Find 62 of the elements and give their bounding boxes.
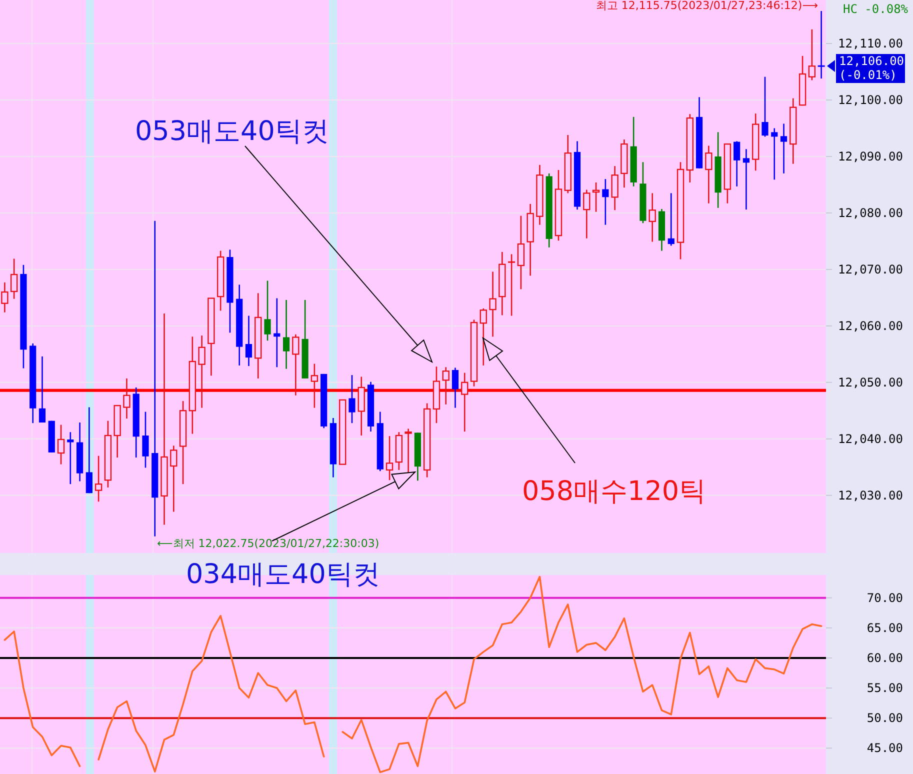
y-tick-label: 12,080.00 xyxy=(838,206,903,220)
candlestick xyxy=(602,178,609,226)
candlestick xyxy=(771,128,778,180)
y-tick-label: 12,070.00 xyxy=(838,262,903,276)
annotation: 최고 12,115.75(2023/01/27,23:46:12)⟶ xyxy=(596,0,818,12)
y-tick-label: 12,090.00 xyxy=(838,149,903,164)
candlestick xyxy=(461,372,468,432)
candlestick xyxy=(170,445,178,512)
annotation: 058매수120틱 xyxy=(522,476,706,507)
candlestick xyxy=(292,334,300,396)
y-tick-label: 12,030.00 xyxy=(838,488,903,502)
annotation: 053매도40틱컷 xyxy=(135,116,329,147)
y-tick-label: 12,040.00 xyxy=(838,432,903,446)
candlestick xyxy=(264,280,271,342)
candlestick xyxy=(282,299,290,370)
candlestick xyxy=(489,271,496,338)
candlestick xyxy=(705,145,712,204)
candlestick xyxy=(67,431,74,485)
candlestick xyxy=(94,455,102,502)
y-tick-label: 45.00 xyxy=(866,741,903,756)
candlestick xyxy=(592,182,600,212)
annotation: 034매도40틱컷 xyxy=(186,559,380,590)
candlestick xyxy=(245,315,252,367)
y-tick-label: 70.00 xyxy=(866,590,903,605)
candlestick xyxy=(742,148,750,210)
candlestick xyxy=(808,28,816,81)
y-tick-label: 12,100.00 xyxy=(838,92,903,107)
annotation: ⟵최저 12,022.75(2023/01/27,22:30:03) xyxy=(157,537,380,550)
candlestick xyxy=(517,215,525,290)
y-tick-label: 12,110.00 xyxy=(838,36,903,50)
candlestick xyxy=(583,189,590,240)
candlestick xyxy=(442,366,450,406)
candlestick xyxy=(310,363,318,408)
candlestick xyxy=(358,376,365,436)
candlestick xyxy=(386,435,394,481)
candlestick xyxy=(611,165,618,211)
y-tick-label: 50.00 xyxy=(866,711,903,726)
candlestick xyxy=(57,424,65,465)
candlestick xyxy=(734,140,740,188)
y-tick-label: 65.00 xyxy=(866,620,903,635)
candlestick xyxy=(86,406,92,494)
candlestick xyxy=(452,367,459,408)
candlestick xyxy=(780,123,788,174)
candlestick xyxy=(142,411,149,468)
candlestick xyxy=(818,10,825,80)
text: HC -0.08% xyxy=(843,2,909,16)
text: 12,106.00 (-0.01%) xyxy=(839,54,904,82)
candlestick xyxy=(648,192,656,242)
y-tick-label: 12,050.00 xyxy=(838,375,903,390)
candlestick xyxy=(480,308,487,366)
y-tick-label: 60.00 xyxy=(866,650,903,665)
candlestick xyxy=(404,428,412,474)
candlestick xyxy=(10,258,18,300)
candlestick xyxy=(762,76,768,138)
candlestick xyxy=(348,374,356,424)
y-tick-label: 55.00 xyxy=(866,681,903,696)
candlestick xyxy=(198,334,206,408)
candlestick xyxy=(508,254,516,316)
candlestick xyxy=(123,378,130,420)
y-tick-label: 12,060.00 xyxy=(838,318,903,333)
candlestick xyxy=(38,356,46,424)
candlestick xyxy=(668,192,674,246)
